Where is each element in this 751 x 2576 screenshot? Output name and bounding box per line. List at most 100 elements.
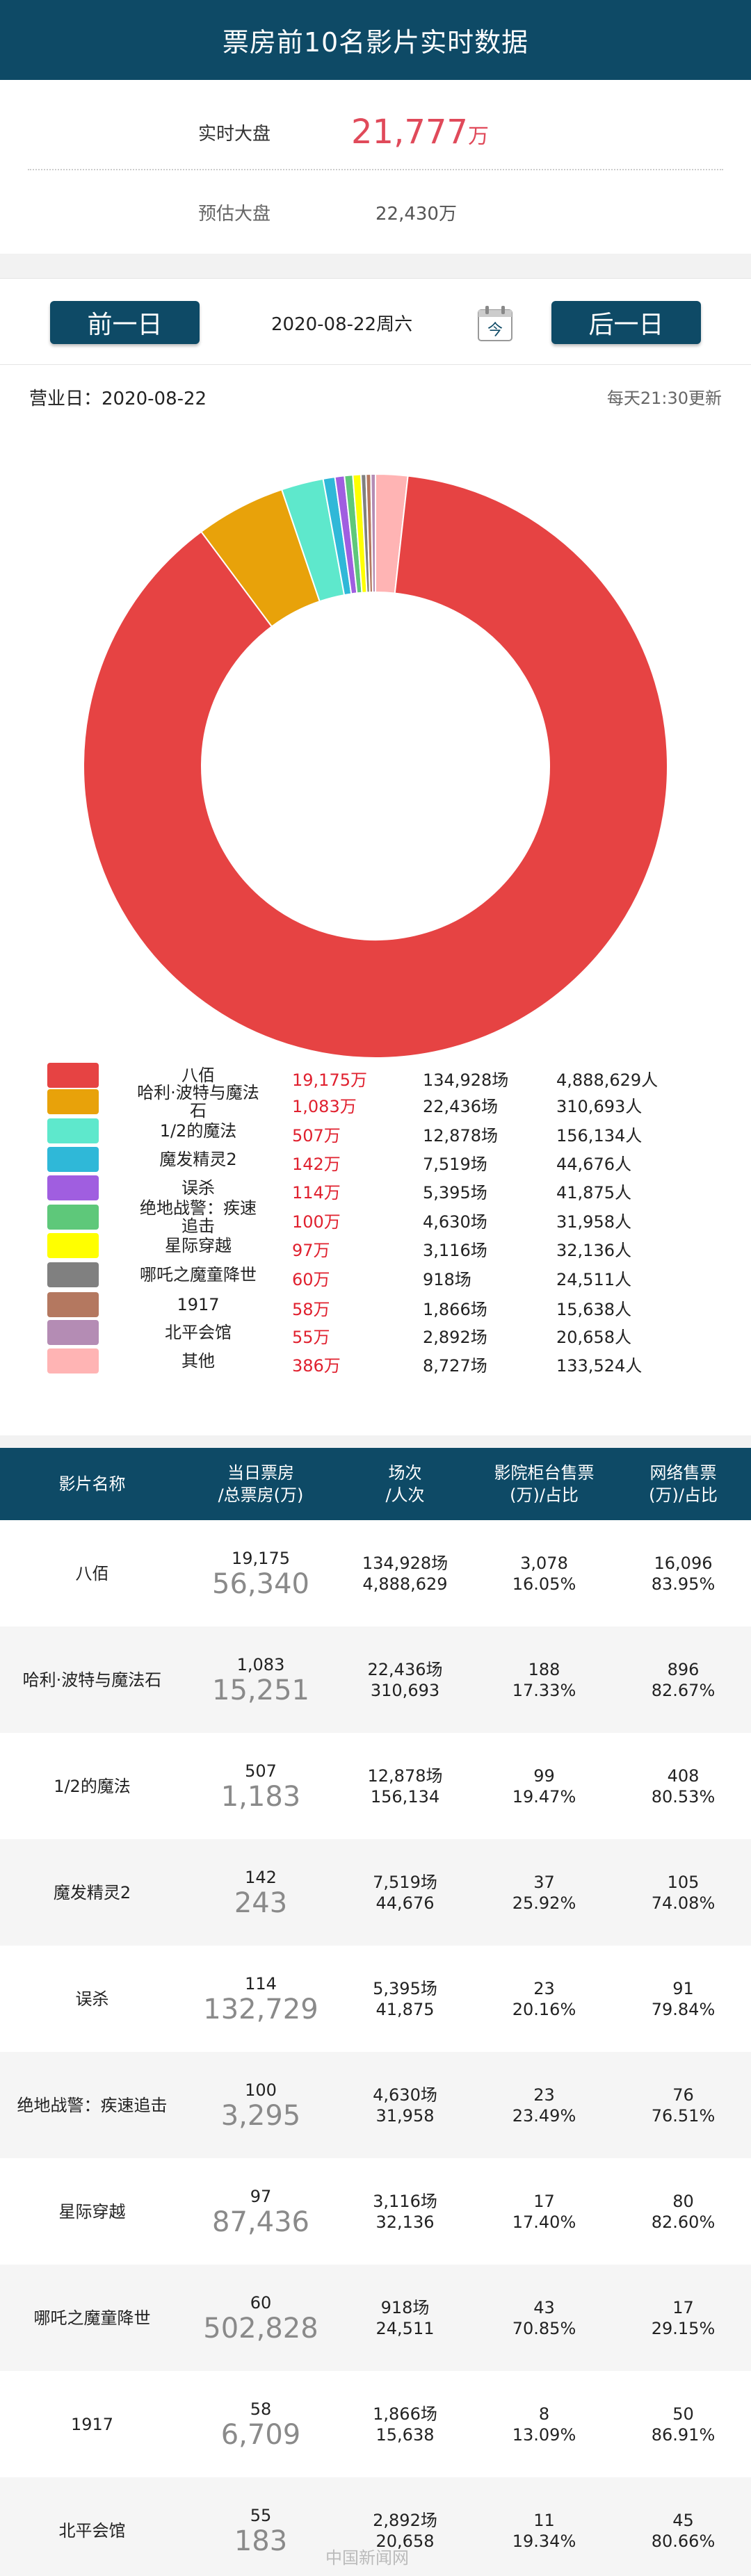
legend-shows: 3,116场	[423, 1241, 487, 1260]
table-row[interactable]: 误杀 114 132,729 5,395场 41,875 23 20.16% 91 79.84%	[0, 1946, 751, 2052]
shows-audience-cell: 134,928场 4,888,629	[362, 1553, 449, 1594]
column-header: 当日票房/总票房(万)	[218, 1463, 304, 1505]
legend-row[interactable]: 其他 386万 8,727场 133,524人	[0, 1347, 751, 1376]
table-row[interactable]: 北平会馆 55 183 2,892场 20,658 11 19.34% 45 80.66%	[0, 2477, 751, 2576]
legend-film-name: 哪吒之魔童降世	[140, 1265, 257, 1285]
donut-slice-0[interactable]	[83, 475, 668, 1059]
table-row[interactable]: 魔发精灵2 142 243 7,519场 44,676 37 25.92% 105 74.08%	[0, 1839, 751, 1946]
legend-row[interactable]: 魔发精灵2 142万 7,519场 44,676人	[0, 1146, 751, 1174]
shows-audience-cell: 1,866场 15,638	[373, 2404, 437, 2445]
column-header: 影片名称	[58, 1474, 126, 1494]
legend-row[interactable]: 误杀 114万 5,395场 41,875人	[0, 1174, 751, 1203]
previous-day-button[interactable]: 前一日	[50, 301, 200, 344]
online-sales-cell: 105 74.08%	[651, 1872, 716, 1913]
shows-audience-cell: 4,630场 31,958	[373, 2085, 437, 2126]
legend-swatch[interactable]	[47, 1063, 99, 1088]
box-office-cell: 100 3,295	[220, 2080, 301, 2132]
legend-row[interactable]: 哪吒之魔童降世 60万 918场 24,511人	[0, 1261, 751, 1289]
legend-shows: 4,630场	[423, 1212, 487, 1232]
legend-swatch[interactable]	[47, 1292, 99, 1317]
legend-box-office: 142万	[292, 1155, 341, 1174]
legend-swatch[interactable]	[47, 1089, 99, 1114]
legend-box-office: 114万	[292, 1183, 341, 1203]
legend-box-office: 100万	[292, 1212, 341, 1232]
box-office-cell: 97 87,436	[212, 2186, 309, 2238]
legend-film-name: 魔发精灵2	[159, 1150, 237, 1169]
legend-shows: 7,519场	[423, 1155, 487, 1174]
legend-audience: 20,658人	[556, 1328, 631, 1347]
counter-sales-cell: 3,078 16.05%	[512, 1553, 576, 1594]
legend-swatch[interactable]	[47, 1233, 99, 1258]
market-summary: 实时大盘 21,777万 预估大盘 22,430万	[0, 80, 751, 254]
donut-slice-9[interactable]	[370, 473, 376, 594]
table-row[interactable]: 哈利·波特与魔法石 1,083 15,251 22,436场 310,693 188 17.…	[0, 1627, 751, 1733]
table-row[interactable]: 1917 58 6,709 1,866场 15,638 8 13.09% 50 86.91%	[0, 2371, 751, 2477]
estimate-row: 预估大盘 22,430万	[0, 177, 751, 247]
update-note: 每天21:30更新	[606, 389, 722, 408]
estimate-value: 22,430万	[376, 203, 457, 225]
online-sales-cell: 80 82.60%	[651, 2191, 716, 2232]
legend-row[interactable]: 八佰 19,175万 134,928场 4,888,629人	[0, 1061, 751, 1090]
realtime-unit: 万	[467, 124, 489, 149]
table-row[interactable]: 绝地战警：疾速追击 100 3,295 4,630场 31,958 23 23.49% 76 7…	[0, 2052, 751, 2158]
table-row[interactable]: 1/2的魔法 507 1,183 12,878场 156,134 99 19.47% 408 8…	[0, 1733, 751, 1839]
date-bar: 前一日 2020-08-22周六 今 后一日	[0, 278, 751, 365]
box-office-donut-chart	[83, 473, 668, 1059]
legend-row[interactable]: 北平会馆 55万 2,892场 20,658人	[0, 1319, 751, 1347]
counter-sales-cell: 8 13.09%	[512, 2404, 576, 2445]
legend-shows: 134,928场	[423, 1070, 509, 1090]
shows-audience-cell: 5,395场 41,875	[373, 1978, 437, 2019]
divider	[28, 169, 723, 170]
online-sales-cell: 45 80.66%	[651, 2510, 716, 2551]
counter-sales-cell: 188 17.33%	[512, 1659, 576, 1700]
online-sales-cell: 896 82.67%	[651, 1659, 716, 1700]
legend-row[interactable]: 1917 58万 1,866场 15,638人	[0, 1291, 751, 1319]
legend-swatch[interactable]	[47, 1205, 99, 1230]
legend-audience: 310,693人	[556, 1097, 643, 1116]
legend-swatch[interactable]	[47, 1262, 99, 1287]
legend-swatch[interactable]	[47, 1175, 99, 1200]
column-header: 场次/人次	[385, 1463, 425, 1505]
legend-swatch[interactable]	[47, 1118, 99, 1143]
next-day-button[interactable]: 后一日	[551, 301, 701, 344]
legend-row[interactable]: 绝地战警：疾速追击 100万 4,630场 31,958人	[0, 1199, 751, 1235]
legend-row[interactable]: 星际穿越 97万 3,116场 32,136人	[0, 1232, 751, 1260]
legend-row[interactable]: 1/2的魔法 507万 12,878场 156,134人	[0, 1117, 751, 1146]
box-office-cell: 55 183	[234, 2505, 288, 2557]
legend-film-name: 八佰	[181, 1066, 215, 1085]
table-row[interactable]: 星际穿越 97 87,436 3,116场 32,136 17 17.40% 80 82.60%	[0, 2158, 751, 2265]
shows-audience-cell: 7,519场 44,676	[373, 1872, 437, 1913]
legend-audience: 24,511人	[556, 1270, 631, 1289]
film-name-cell: 北平会馆	[58, 2520, 126, 2541]
legend-box-office: 58万	[292, 1300, 330, 1319]
business-date: 营业日：2020-08-22	[29, 389, 207, 409]
today-calendar-icon[interactable]: 今	[474, 303, 516, 345]
legend-shows: 1,866场	[423, 1300, 487, 1319]
film-name-cell: 1917	[70, 2414, 114, 2434]
table-row[interactable]: 哪吒之魔童降世 60 502,828 918场 24,511 43 70.85% 17 29.1…	[0, 2265, 751, 2371]
table-header: 影片名称 当日票房/总票房(万) 场次/人次 影院柜台售票 (万)/占比 网络售票 (万)/…	[0, 1448, 751, 1520]
box-office-cell: 142 243	[234, 1867, 288, 1919]
film-name-cell: 星际穿越	[58, 2201, 126, 2222]
legend-swatch[interactable]	[47, 1348, 99, 1373]
film-name-cell: 误杀	[75, 1989, 109, 2009]
realtime-row: 实时大盘 21,777万	[0, 97, 751, 167]
legend-film-name: 北平会馆	[165, 1323, 232, 1342]
realtime-value: 21,777万	[351, 113, 489, 152]
legend-swatch[interactable]	[47, 1147, 99, 1172]
legend-swatch[interactable]	[47, 1320, 99, 1345]
counter-sales-cell: 11 19.34%	[512, 2510, 576, 2551]
box-office-cell: 60 502,828	[203, 2292, 318, 2345]
counter-sales-cell: 37 25.92%	[512, 1872, 576, 1913]
table-row[interactable]: 八佰 19,175 56,340 134,928场 4,888,629 3,078 16.0…	[0, 1520, 751, 1627]
box-office-cell: 58 6,709	[220, 2399, 301, 2451]
counter-sales-cell: 17 17.40%	[512, 2191, 576, 2232]
legend-audience: 15,638人	[556, 1300, 631, 1319]
legend-box-office: 386万	[292, 1356, 341, 1376]
legend-audience: 156,134人	[556, 1126, 643, 1146]
shows-audience-cell: 918场 24,511	[376, 2297, 435, 2338]
legend-shows: 8,727场	[423, 1356, 487, 1376]
shows-audience-cell: 22,436场 310,693	[367, 1659, 443, 1700]
legend-audience: 31,958人	[556, 1212, 631, 1232]
legend-row[interactable]: 哈利·波特与魔法石 1,083万 22,436场 310,693人	[0, 1084, 751, 1120]
